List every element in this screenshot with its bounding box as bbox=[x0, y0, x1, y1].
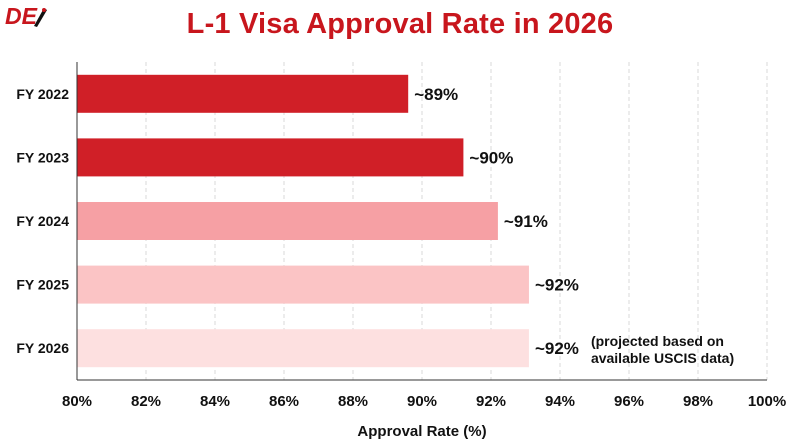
bar bbox=[77, 74, 409, 113]
category-labels: FY 2022 FY 2023 FY 2024 FY 2025 FY 2026 bbox=[16, 86, 69, 356]
x-tick-label: 98% bbox=[683, 393, 713, 410]
x-tick-label: 94% bbox=[545, 393, 575, 410]
value-label: ~89% bbox=[414, 85, 458, 104]
x-tick-label: 92% bbox=[476, 393, 506, 410]
x-tick-label: 96% bbox=[614, 393, 644, 410]
bar bbox=[77, 138, 464, 177]
bars bbox=[77, 74, 529, 368]
category-label: FY 2023 bbox=[16, 149, 69, 165]
value-labels: ~89% ~90% ~91% ~92% ~92% (projected based ona… bbox=[414, 85, 734, 366]
x-tick-labels: 80% 82% 84% 86% 88% 90% 92% 94% 96% 98% 100% bbox=[62, 393, 786, 410]
category-label: FY 2025 bbox=[16, 277, 69, 293]
bar bbox=[77, 265, 529, 304]
x-tick-label: 80% bbox=[62, 393, 92, 410]
x-tick-label: 90% bbox=[407, 393, 437, 410]
category-label: FY 2022 bbox=[16, 86, 69, 102]
category-label: FY 2024 bbox=[16, 213, 69, 229]
grid-lines bbox=[145, 62, 768, 380]
annotation-note: (projected based on bbox=[591, 333, 724, 349]
value-label: ~92% bbox=[535, 339, 579, 358]
category-label: FY 2026 bbox=[16, 340, 69, 356]
x-tick-label: 82% bbox=[131, 393, 161, 410]
x-tick-label: 86% bbox=[269, 393, 299, 410]
x-tick-label: 84% bbox=[200, 393, 230, 410]
brand-logo-text: DE bbox=[5, 3, 38, 29]
value-label: ~92% bbox=[535, 276, 579, 295]
x-tick-label: 100% bbox=[748, 393, 786, 410]
annotation-note: available USCIS data) bbox=[591, 350, 734, 366]
bar bbox=[77, 329, 529, 368]
value-label: ~90% bbox=[469, 148, 513, 167]
pen-nib-icon bbox=[34, 8, 47, 27]
brand-logo: DE bbox=[5, 3, 47, 29]
chart-title: L-1 Visa Approval Rate in 2026 bbox=[186, 8, 614, 40]
x-axis-title: Approval Rate (%) bbox=[357, 423, 486, 440]
value-label: ~91% bbox=[504, 212, 548, 231]
x-tick-label: 88% bbox=[338, 393, 368, 410]
bar bbox=[77, 202, 498, 240]
